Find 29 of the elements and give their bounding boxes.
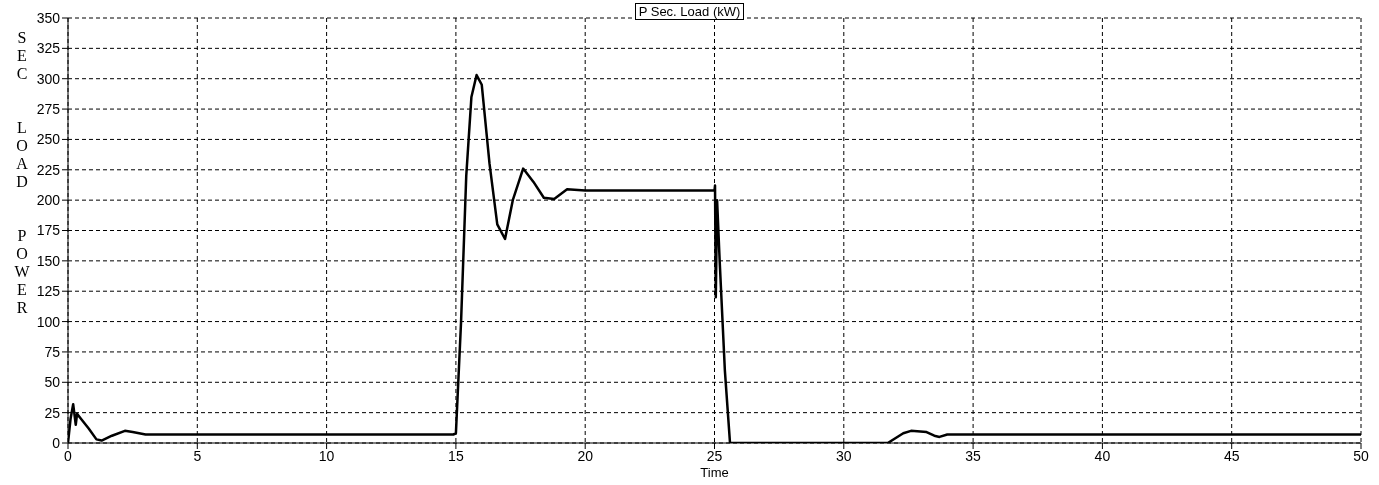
y-tick-label: 0	[52, 434, 61, 451]
y-tick-label: 250	[36, 131, 61, 148]
y-tick-label: 325	[36, 40, 61, 57]
y-tick-label: 350	[36, 9, 61, 26]
x-tick-label: 0	[64, 447, 73, 464]
x-tick-label: 45	[1223, 447, 1240, 464]
x-tick-label: 35	[965, 447, 982, 464]
y-tick-label: 200	[36, 192, 61, 209]
x-tick-label: 30	[836, 447, 852, 464]
x-tick-label: 50	[1353, 447, 1369, 464]
y-tick-label: 275	[36, 101, 61, 118]
y-tick-label: 25	[44, 404, 61, 421]
x-tick-label: 20	[577, 447, 594, 464]
y-tick-label: 150	[36, 252, 61, 269]
y-tick-label: 300	[36, 70, 61, 87]
y-tick-label: 175	[36, 222, 61, 239]
x-tick-label: 40	[1094, 447, 1111, 464]
y-tick-label: 100	[36, 313, 61, 330]
y-tick-label: 125	[36, 283, 61, 300]
x-tick-label: 15	[448, 447, 464, 464]
x-tick-label: 10	[318, 447, 335, 464]
chart-title: P Sec. Load (kW)	[634, 3, 745, 20]
x-axis-title: Time	[700, 465, 729, 480]
x-tick-label: 5	[193, 447, 202, 464]
y-tick-label: 225	[36, 161, 61, 178]
x-tick-label: 25	[706, 447, 723, 464]
y-tick-label: 50	[44, 374, 61, 391]
text: SEC LOAD POWER	[14, 29, 30, 316]
y-tick-label: 75	[44, 343, 61, 360]
